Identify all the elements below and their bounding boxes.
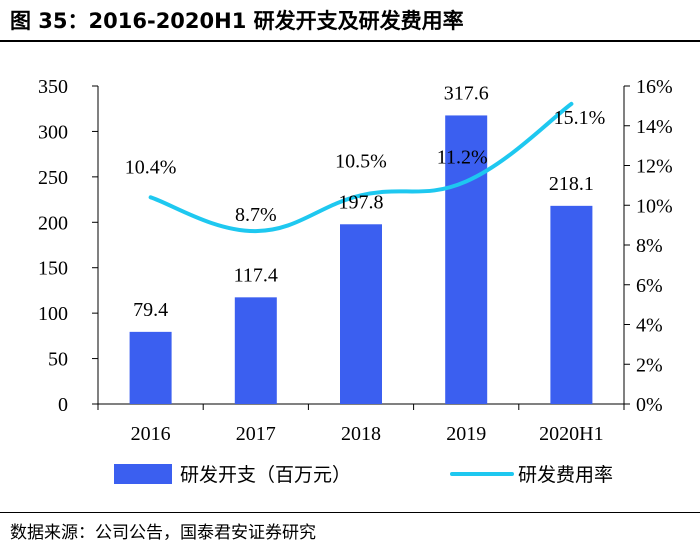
title-divider bbox=[0, 40, 700, 42]
x-tick-label: 2018 bbox=[341, 423, 381, 445]
right-tick-label: 2% bbox=[636, 354, 663, 376]
left-tick-label: 250 bbox=[38, 167, 68, 189]
right-tick-label: 8% bbox=[636, 235, 663, 257]
bar-data-label: 218.1 bbox=[549, 173, 594, 195]
left-tick-label: 0 bbox=[58, 394, 68, 416]
right-tick-label: 14% bbox=[636, 116, 673, 138]
legend-line-label: 研发费用率 bbox=[518, 464, 613, 486]
right-tick-label: 16% bbox=[636, 76, 673, 98]
footer-divider bbox=[0, 512, 700, 513]
left-tick-label: 350 bbox=[38, 76, 68, 98]
bar-data-label: 79.4 bbox=[133, 299, 168, 321]
x-tick-label: 2020H1 bbox=[539, 423, 603, 445]
bar bbox=[340, 224, 382, 404]
line-data-label: 10.5% bbox=[335, 150, 387, 172]
line-data-label: 11.2% bbox=[437, 146, 488, 168]
bar bbox=[550, 205, 593, 404]
legend-bar-label: 研发开支（百万元） bbox=[180, 464, 351, 486]
x-tick-label: 2017 bbox=[236, 423, 276, 445]
bar-data-label: 117.4 bbox=[234, 264, 278, 286]
bar-data-label: 317.6 bbox=[444, 82, 489, 104]
bar bbox=[445, 115, 488, 404]
right-tick-label: 6% bbox=[636, 275, 663, 297]
x-tick-label: 2016 bbox=[131, 423, 171, 445]
right-tick-label: 10% bbox=[636, 195, 673, 217]
line-data-label: 15.1% bbox=[554, 107, 606, 129]
bar bbox=[234, 297, 277, 404]
chart: 0 50 100 150 200 250 300 350 0% 2% 4% 6% 8% 10% 12% 14%… bbox=[38, 76, 673, 486]
bar-data-label: 197.8 bbox=[339, 191, 384, 213]
left-tick-label: 150 bbox=[38, 258, 68, 280]
chart-title: 图 35：2016-2020H1 研发开支及研发费用率 bbox=[10, 9, 464, 33]
x-tick-label: 2019 bbox=[446, 423, 486, 445]
left-tick-label: 50 bbox=[48, 349, 68, 371]
line-data-label: 8.7% bbox=[235, 204, 277, 226]
legend-bar-swatch bbox=[114, 464, 172, 484]
line-data-label: 10.4% bbox=[125, 156, 177, 178]
left-tick-label: 100 bbox=[38, 303, 68, 325]
right-tick-label: 0% bbox=[636, 394, 663, 416]
data-source: 数据来源：公司公告，国泰君安证券研究 bbox=[10, 523, 316, 543]
left-tick-label: 300 bbox=[38, 121, 68, 143]
bar bbox=[129, 331, 172, 404]
right-tick-label: 12% bbox=[636, 156, 673, 178]
right-tick-label: 4% bbox=[636, 315, 663, 337]
left-tick-label: 200 bbox=[38, 212, 68, 234]
